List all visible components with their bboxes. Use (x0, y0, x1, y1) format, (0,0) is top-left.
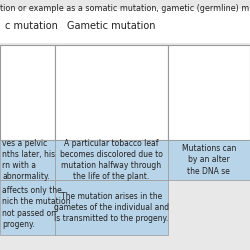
Text: Gametic mutation: Gametic mutation (67, 21, 156, 31)
Bar (0, 9, 250, 42)
Text: The mutation arises in the
gametes of the individual and
is transmitted to the p: The mutation arises in the gametes of th… (54, 192, 169, 223)
Text: tion or example as a somatic mutation, gametic (germline) m: tion or example as a somatic mutation, g… (0, 4, 250, 13)
Text: A particular tobacco leaf
becomes discolored due to
mutation halfway through
the: A particular tobacco leaf becomes discol… (60, 139, 163, 181)
Text: ves a pelvic
nths later, his
rn with a
abnormality.: ves a pelvic nths later, his rn with a a… (2, 139, 56, 181)
Bar (168, 45, 250, 140)
Bar (55, 140, 168, 180)
Bar (55, 45, 168, 140)
Text: affects only the
nich the mutation
not passed on
progeny.: affects only the nich the mutation not p… (2, 186, 71, 229)
Bar (168, 140, 250, 180)
Text: c mutation: c mutation (5, 21, 58, 31)
Bar (0, 180, 55, 235)
Bar (55, 180, 168, 235)
Bar (0, 45, 55, 140)
Text: Mutations can
by an alter
the DNA se: Mutations can by an alter the DNA se (182, 144, 236, 176)
Bar (0, 140, 55, 180)
